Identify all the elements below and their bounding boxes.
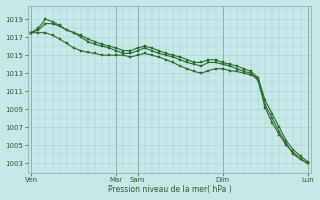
X-axis label: Pression niveau de la mer( hPa ): Pression niveau de la mer( hPa ) xyxy=(108,185,231,194)
